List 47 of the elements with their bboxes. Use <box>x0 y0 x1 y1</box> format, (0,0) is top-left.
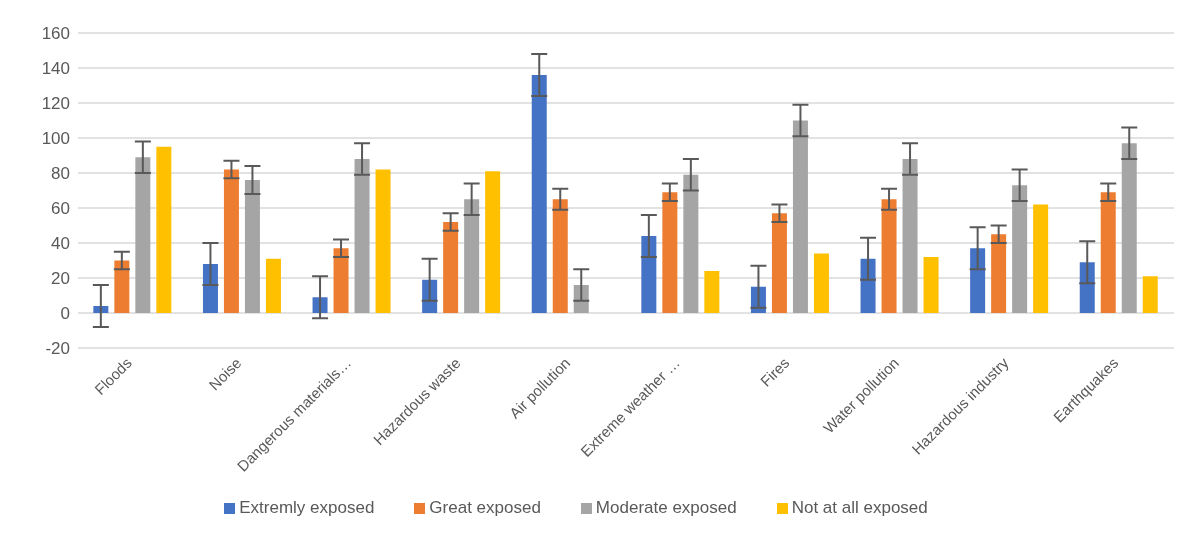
y-tick-label: -20 <box>45 339 70 359</box>
bar <box>771 213 787 313</box>
y-tick-label: 160 <box>41 24 70 44</box>
bar <box>1100 192 1116 313</box>
bar <box>813 253 829 313</box>
bar <box>223 169 239 313</box>
bar <box>531 75 547 313</box>
bar <box>552 199 568 313</box>
bar <box>923 257 939 313</box>
bar <box>881 199 897 313</box>
bar <box>991 234 1007 313</box>
bar <box>464 199 480 313</box>
bar <box>443 222 459 313</box>
bar <box>156 146 172 313</box>
y-tick-label: 100 <box>41 129 70 149</box>
bar <box>265 258 281 313</box>
legend-label: Extremly exposed <box>239 498 375 517</box>
y-tick-label: 60 <box>51 199 70 219</box>
bar <box>114 260 130 313</box>
bar <box>1012 185 1028 313</box>
y-tick-label: 20 <box>51 269 70 289</box>
y-tick-label: 120 <box>41 94 70 114</box>
bar <box>135 157 151 313</box>
bar <box>1121 143 1137 313</box>
bar <box>244 180 260 313</box>
bar <box>1033 204 1049 313</box>
y-tick-label: 80 <box>51 164 70 184</box>
y-tick-label: 0 <box>60 304 70 324</box>
bar <box>683 174 699 313</box>
bar <box>375 169 391 313</box>
bar <box>792 120 808 313</box>
bar <box>1142 276 1158 313</box>
bar <box>1079 262 1095 313</box>
bar <box>333 248 349 313</box>
bar <box>860 258 876 313</box>
legend-label: Not at all exposed <box>791 498 928 517</box>
bar <box>704 271 720 313</box>
bar <box>662 192 678 313</box>
bar <box>485 171 501 313</box>
y-tick-label: 40 <box>51 234 70 254</box>
legend-label: Moderate exposed <box>595 498 737 517</box>
bar <box>354 159 370 313</box>
legend-label: Great exposed <box>429 498 541 517</box>
bar <box>641 236 657 313</box>
y-tick-label: 140 <box>41 59 70 79</box>
bar <box>902 159 918 313</box>
bar <box>970 248 986 313</box>
